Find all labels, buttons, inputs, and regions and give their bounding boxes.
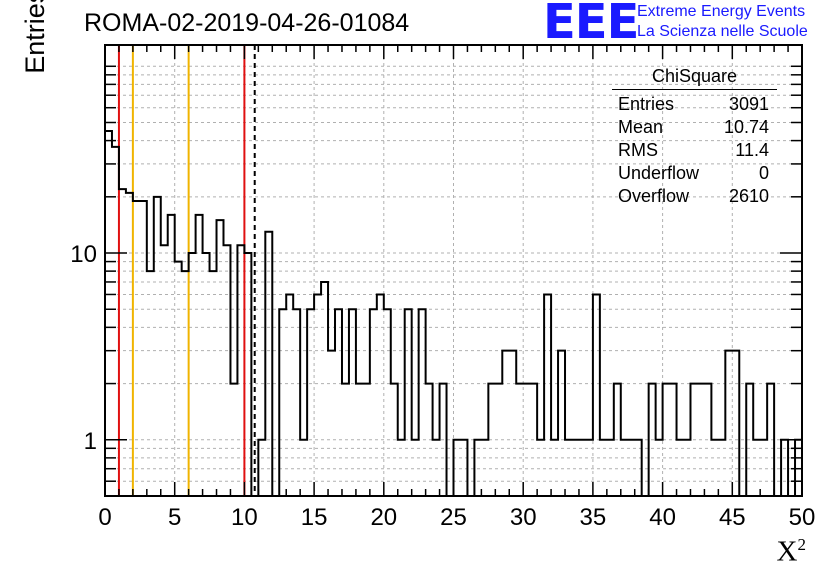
stat-value: 0 <box>758 163 769 183</box>
stats-rows: Entries 3091 Mean 10.74 RMS 11.4 Underflow 0 Ove… <box>612 93 777 208</box>
stat-row: Underflow 0 <box>612 162 777 185</box>
x-tick-label: 0 <box>98 504 111 531</box>
x-axis-label-superscript: 2 <box>797 535 807 554</box>
tick-labels: 0 5 10 15 20 25 30 35 40 45 50 1 10 <box>70 241 815 531</box>
eee-logo: EEE <box>543 0 639 50</box>
x-tick-label: 25 <box>440 504 467 531</box>
x-tick-label: 50 <box>789 504 816 531</box>
x-tick-label: 40 <box>649 504 676 531</box>
stat-label: Underflow <box>618 163 700 183</box>
x-tick-label: 15 <box>301 504 328 531</box>
stat-row: Mean 10.74 <box>612 116 777 139</box>
x-tick-label: 35 <box>580 504 607 531</box>
y-tick-label: 10 <box>70 241 97 268</box>
x-tick-label: 10 <box>231 504 258 531</box>
logo-caption-1: Extreme Energy Events <box>637 3 806 20</box>
x-tick-label: 30 <box>510 504 537 531</box>
x-axis-label-text: X <box>776 535 798 568</box>
stat-value: 11.4 <box>735 140 769 160</box>
stat-label: Mean <box>618 117 664 137</box>
stat-value: 3091 <box>728 94 769 114</box>
stats-box: ChiSquare Entries 3091 Mean 10.74 RMS 11.4 Und… <box>612 66 777 208</box>
axes <box>104 44 803 497</box>
logo-caption-2: La Scienza nelle Scuole <box>637 23 808 40</box>
stats-title: ChiSquare <box>612 66 777 90</box>
stat-label: Entries <box>618 94 675 114</box>
histogram-series <box>104 130 803 497</box>
stat-row: Overflow 2610 <box>612 185 777 208</box>
x-tick-label: 5 <box>168 504 181 531</box>
chart-title: ROMA-02-2019-04-26-01084 <box>84 9 410 37</box>
stat-row: RMS 11.4 <box>612 139 777 162</box>
stat-label: RMS <box>618 140 658 160</box>
stat-label: Overflow <box>618 186 690 206</box>
x-axis-label: X2 <box>777 535 806 569</box>
y-tick-label: 1 <box>84 428 97 455</box>
x-tick-label: 20 <box>370 504 397 531</box>
x-tick-label: 45 <box>719 504 746 531</box>
stat-value: 10.74 <box>723 117 769 137</box>
stat-row: Entries 3091 <box>612 93 777 116</box>
stat-value: 2610 <box>728 186 769 206</box>
